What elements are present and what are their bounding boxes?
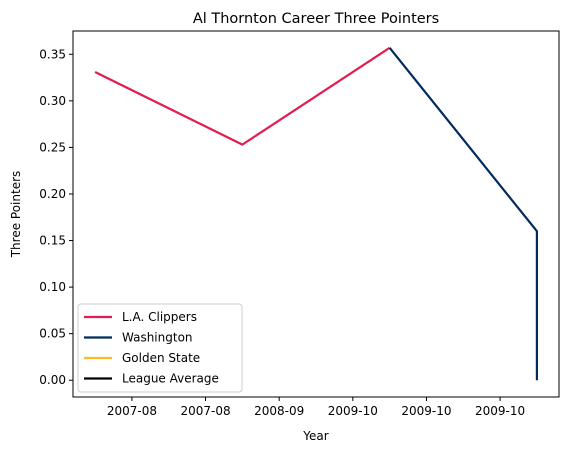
x-tick-label: 2008-09 [254,404,304,418]
x-tick-label: 2007-08 [180,404,230,418]
x-tick-label: 2009-10 [401,404,451,418]
legend-label: Washington [122,331,193,345]
x-axis-label: Year [302,429,328,443]
y-tick-label: 0.35 [39,47,66,61]
x-axis-ticks: 2007-08 2007-08 2008-09 2009-10 2009-10 2009-… [107,397,525,418]
legend-label: Golden State [122,351,200,365]
x-tick-label: 2009-10 [475,404,525,418]
chart-title: Al Thornton Career Three Pointers [193,11,439,27]
y-tick-label: 0.15 [39,234,66,248]
y-axis-ticks: 0.00 0.05 0.10 0.15 0.20 0.25 0.30 0.35 [39,47,73,387]
x-tick-label: 2007-08 [107,404,157,418]
legend: L.A. Clippers Washington Golden State Leagu… [77,303,243,393]
legend-label: League Average [122,372,219,386]
legend-label: L.A. Clippers [122,310,197,324]
y-tick-label: 0.20 [39,187,66,201]
y-tick-label: 0.00 [39,373,66,387]
y-tick-label: 0.30 [39,94,66,108]
series-layer [94,46,539,381]
y-tick-label: 0.05 [39,327,66,341]
plot-frame [72,30,560,398]
series-line-1 [388,47,539,381]
y-tick-label: 0.25 [39,140,66,154]
y-tick-label: 0.10 [39,280,66,294]
y-axis-label: Three Pointers [9,171,23,259]
legend-box [77,303,243,393]
series-line-0 [94,46,391,146]
x-tick-label: 2009-10 [328,404,378,418]
